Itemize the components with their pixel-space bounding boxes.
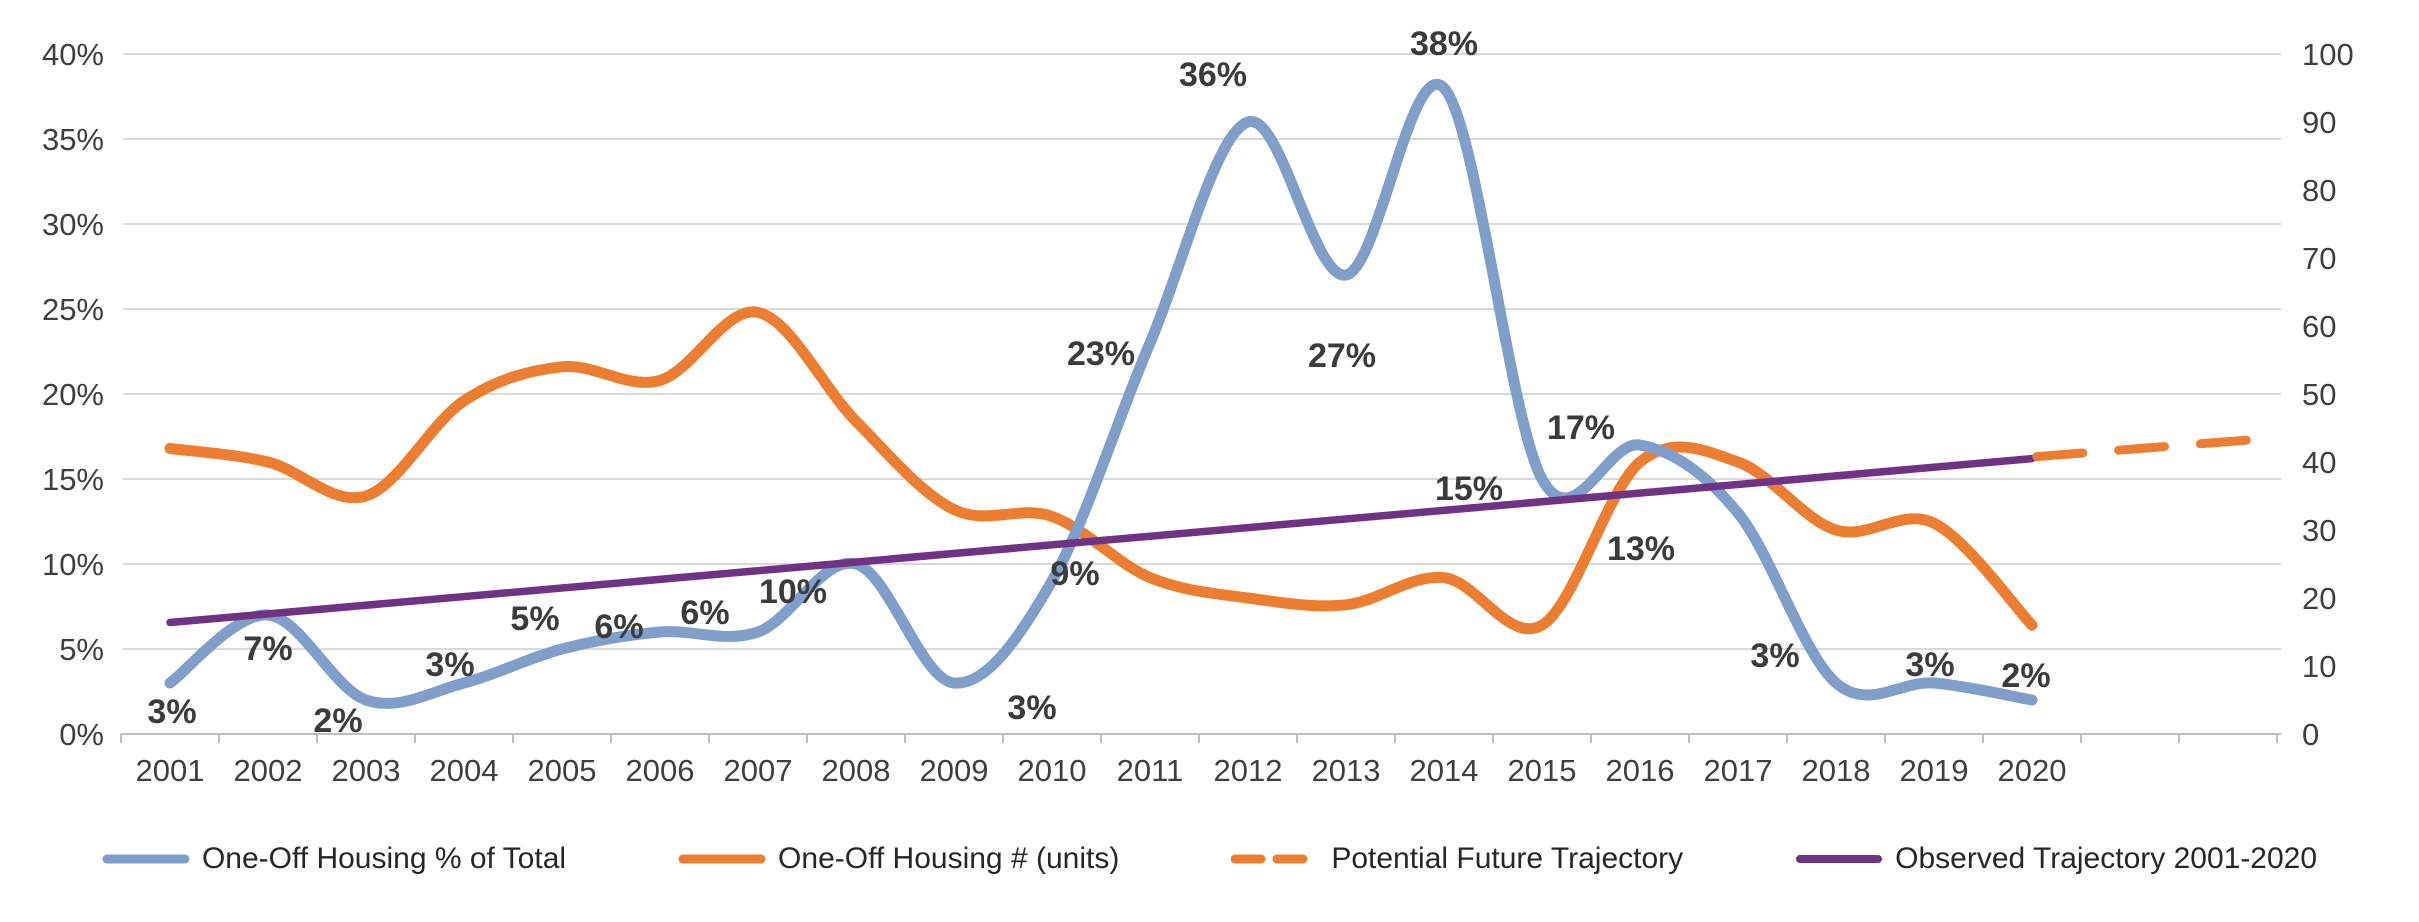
svg-text:35%: 35% [42, 122, 104, 157]
svg-text:36%: 36% [1179, 56, 1247, 94]
svg-text:2010: 2010 [1018, 753, 1087, 788]
x-axis [120, 733, 2281, 743]
svg-text:2%: 2% [313, 702, 362, 740]
svg-text:20%: 20% [42, 377, 104, 412]
svg-text:5%: 5% [59, 632, 104, 667]
units-series-line [164, 306, 2038, 635]
gridlines [123, 53, 2281, 735]
svg-text:15%: 15% [1435, 470, 1503, 508]
svg-text:2007: 2007 [724, 753, 793, 788]
svg-text:10: 10 [2302, 649, 2336, 684]
svg-text:6%: 6% [680, 594, 729, 632]
year-labels: 2001 2002 2003 2004 2005 2006 2007 2008 2009 2010… [136, 753, 2067, 788]
legend-label: One-Off Housing % of Total [201, 842, 567, 875]
svg-text:7%: 7% [243, 630, 292, 668]
observed-trajectory-line [166, 454, 2036, 627]
svg-text:27%: 27% [1308, 337, 1376, 375]
svg-text:3%: 3% [1905, 646, 1954, 684]
legend-item-future-trajectory: Potential Future Trajectory [1231, 842, 1683, 876]
svg-text:2003: 2003 [332, 753, 401, 788]
svg-text:2008: 2008 [822, 753, 891, 788]
svg-text:0: 0 [2302, 717, 2319, 752]
right-axis-labels: 0 10 20 30 40 50 60 70 80 90 100 [2302, 37, 2354, 752]
solid-line-swatch-icon [102, 854, 190, 864]
svg-text:2%: 2% [2001, 657, 2050, 695]
svg-text:23%: 23% [1067, 335, 1135, 373]
svg-text:17%: 17% [1547, 409, 1615, 447]
legend-item-observed-trajectory: Observed Trajectory 2001-2020 [1795, 842, 2317, 876]
svg-text:2016: 2016 [1606, 753, 1675, 788]
svg-text:13%: 13% [1607, 530, 1675, 568]
svg-text:5%: 5% [510, 600, 559, 638]
svg-text:10%: 10% [42, 547, 104, 582]
svg-text:2014: 2014 [1410, 753, 1479, 788]
svg-text:2004: 2004 [430, 753, 499, 788]
svg-text:2020: 2020 [1998, 753, 2067, 788]
svg-text:2001: 2001 [136, 753, 205, 788]
legend-item-pct-of-total: One-Off Housing % of Total [102, 842, 566, 876]
svg-text:25%: 25% [42, 292, 104, 327]
svg-text:30%: 30% [42, 207, 104, 242]
svg-text:10%: 10% [759, 573, 827, 611]
svg-text:2015: 2015 [1508, 753, 1577, 788]
svg-text:3%: 3% [147, 693, 196, 731]
svg-text:6%: 6% [594, 608, 643, 646]
svg-text:2019: 2019 [1900, 753, 1969, 788]
solid-line-swatch-icon [1796, 855, 1883, 863]
svg-text:38%: 38% [1410, 25, 1478, 63]
svg-text:3%: 3% [425, 646, 474, 684]
svg-text:2017: 2017 [1704, 753, 1773, 788]
legend-label: Observed Trajectory 2001-2020 [1895, 842, 2318, 875]
chart-legend: One-Off Housing % of Total One-Off Housi… [0, 842, 2419, 876]
svg-text:20: 20 [2302, 581, 2336, 616]
svg-text:2002: 2002 [234, 753, 303, 788]
legend-item-units: One-Off Housing # (units) [678, 842, 1119, 876]
svg-text:2013: 2013 [1312, 753, 1381, 788]
svg-text:2018: 2018 [1802, 753, 1871, 788]
svg-text:2012: 2012 [1214, 753, 1283, 788]
solid-line-swatch-icon [678, 854, 766, 864]
dashed-line-swatch-icon [1231, 854, 1320, 864]
svg-text:0%: 0% [59, 717, 104, 752]
svg-text:9%: 9% [1050, 555, 1099, 593]
svg-text:2011: 2011 [1117, 753, 1184, 788]
left-axis-labels: 0% 5% 10% 15% 20% 25% 30% 35% 40% [42, 37, 104, 752]
svg-text:50: 50 [2302, 377, 2336, 412]
svg-text:2009: 2009 [920, 753, 989, 788]
svg-text:80: 80 [2302, 173, 2336, 208]
svg-text:3%: 3% [1750, 637, 1799, 675]
svg-text:90: 90 [2302, 105, 2336, 140]
data-labels: 3% 7% 2% 3% 5% 6% 6% 10% 3% 9% 23% 36% 27% 38% 15% 17% 1… [147, 25, 2050, 740]
svg-text:2005: 2005 [528, 753, 597, 788]
legend-label: One-Off Housing # (units) [778, 842, 1120, 875]
future-trajectory-dashed-line [2032, 433, 2277, 462]
svg-text:2006: 2006 [626, 753, 695, 788]
svg-text:15%: 15% [42, 462, 104, 497]
svg-text:100: 100 [2302, 37, 2354, 72]
svg-text:3%: 3% [1007, 689, 1056, 727]
svg-text:70: 70 [2302, 241, 2336, 276]
svg-text:40: 40 [2302, 445, 2336, 480]
legend-label: Potential Future Trajectory [1331, 842, 1684, 875]
svg-text:60: 60 [2302, 309, 2336, 344]
percent-series-line [164, 79, 2038, 709]
svg-text:30: 30 [2302, 513, 2336, 548]
svg-text:40%: 40% [42, 37, 104, 72]
